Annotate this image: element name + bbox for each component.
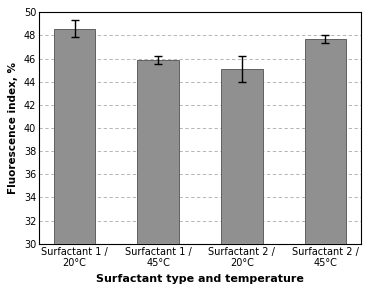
Bar	[137, 60, 179, 292]
Bar	[221, 69, 263, 292]
Y-axis label: Fluorescence index, %: Fluorescence index, %	[8, 62, 18, 194]
X-axis label: Surfactant type and temperature: Surfactant type and temperature	[96, 274, 304, 284]
Bar	[305, 39, 347, 292]
Bar	[54, 29, 95, 292]
